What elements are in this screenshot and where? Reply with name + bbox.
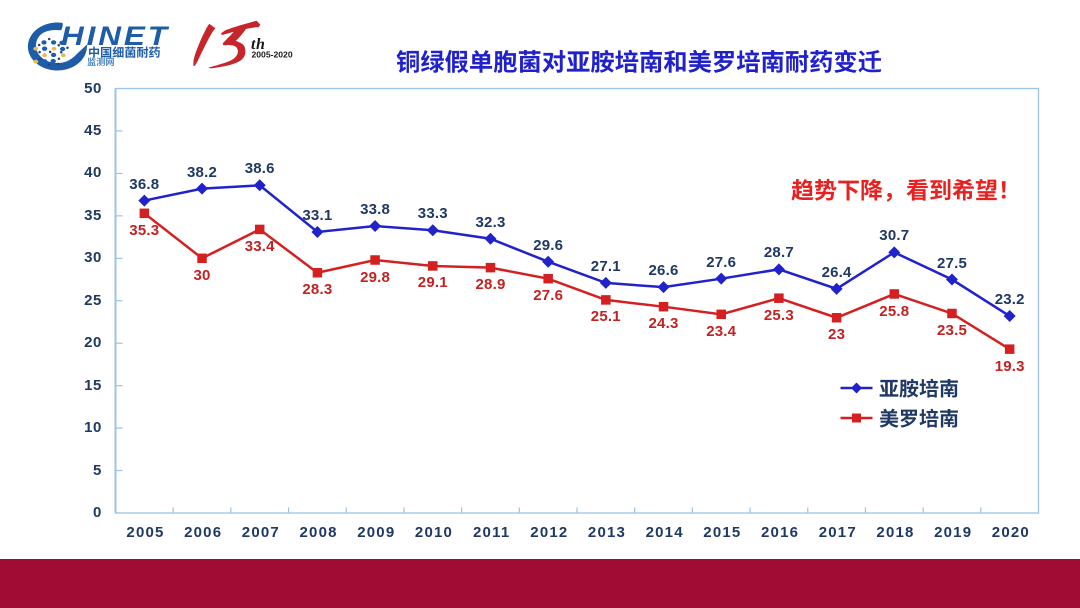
svg-text:th: th [251,36,266,53]
svg-text:2005-2020: 2005-2020 [252,49,293,59]
